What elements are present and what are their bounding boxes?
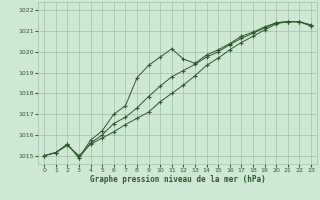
X-axis label: Graphe pression niveau de la mer (hPa): Graphe pression niveau de la mer (hPa) xyxy=(90,175,266,184)
